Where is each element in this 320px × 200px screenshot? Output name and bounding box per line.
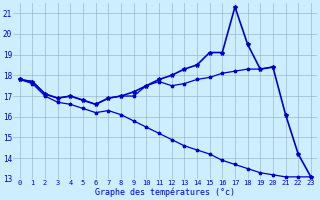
- X-axis label: Graphe des températures (°c): Graphe des températures (°c): [95, 188, 235, 197]
